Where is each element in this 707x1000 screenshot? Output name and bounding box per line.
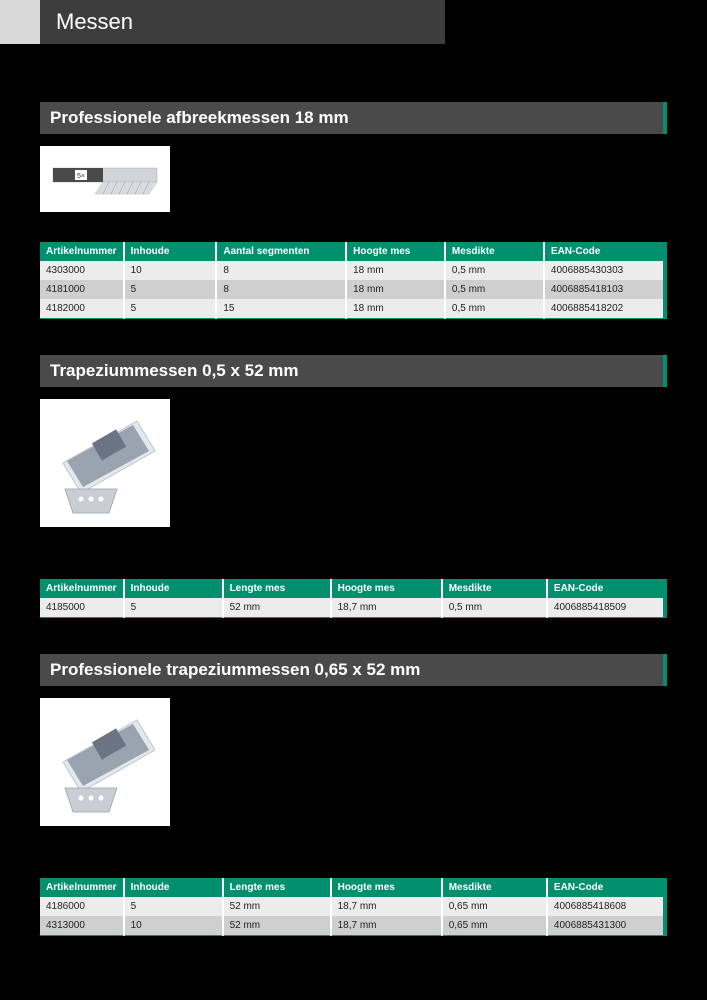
section-prof-trapezium: Professionele trapeziummessen 0,65 x 52 …: [40, 654, 667, 936]
table-cell: 52 mm: [223, 897, 331, 916]
table-cell: 18,7 mm: [331, 916, 442, 936]
table-cell: 0,5 mm: [442, 598, 547, 618]
col-header: Aantal segmenten: [216, 242, 346, 261]
table-cell: 0,65 mm: [442, 897, 547, 916]
table-cell: 4006885430303: [544, 261, 665, 280]
table-cell: 18,7 mm: [331, 598, 442, 618]
col-header: Artikelnummer: [40, 579, 124, 598]
col-header: Artikelnummer: [40, 878, 124, 897]
table-cell: 4006885418103: [544, 280, 665, 299]
table-cell: 4185000: [40, 598, 124, 618]
col-header: EAN-Code: [544, 242, 665, 261]
product-image: [40, 399, 170, 527]
col-header: Lengte mes: [223, 878, 331, 897]
table-cell: 18 mm: [346, 280, 445, 299]
table-cell: 8: [216, 280, 346, 299]
table-cell: 4186000: [40, 897, 124, 916]
col-header: Mesdikte: [445, 242, 544, 261]
product-table: Artikelnummer Inhoude Aantal segmenten H…: [40, 242, 667, 319]
content: Professionele afbreekmessen 18 mm 5× Art…: [0, 102, 707, 936]
col-header: Inhoude: [124, 878, 223, 897]
product-table: Artikelnummer Inhoude Lengte mes Hoogte …: [40, 878, 667, 936]
section-title: Trapeziummessen 0,5 x 52 mm: [40, 355, 667, 387]
table-cell: 4181000: [40, 280, 124, 299]
table-header-row: Artikelnummer Inhoude Lengte mes Hoogte …: [40, 878, 665, 897]
table-cell: 0,5 mm: [445, 261, 544, 280]
product-image: 5×: [40, 146, 170, 212]
col-header: Inhoude: [124, 242, 217, 261]
col-header: Lengte mes: [223, 579, 331, 598]
table-cell: 4313000: [40, 916, 124, 936]
table-header-row: Artikelnummer Inhoude Aantal segmenten H…: [40, 242, 665, 261]
table-cell: 4182000: [40, 299, 124, 319]
table-cell: 4006885418509: [547, 598, 665, 618]
table-row: 418200051518 mm0,5 mm4006885418202: [40, 299, 665, 319]
page-title: Messen: [40, 0, 445, 44]
table-cell: 18 mm: [346, 299, 445, 319]
table-cell: 8: [216, 261, 346, 280]
table-cell: 4006885418202: [544, 299, 665, 319]
table-cell: 10: [124, 261, 217, 280]
table-cell: 4303000: [40, 261, 124, 280]
table-cell: 15: [216, 299, 346, 319]
col-header: EAN-Code: [547, 878, 665, 897]
product-table: Artikelnummer Inhoude Lengte mes Hoogte …: [40, 579, 667, 618]
svg-text:5×: 5×: [77, 173, 85, 180]
table-row: 430300010818 mm0,5 mm4006885430303: [40, 261, 665, 280]
table-cell: 4006885431300: [547, 916, 665, 936]
col-header: Hoogte mes: [331, 579, 442, 598]
snap-blade-icon: 5×: [45, 154, 165, 204]
trapezoid-blade-icon: [45, 702, 165, 822]
tbody-1: 4185000552 mm18,7 mm0,5 mm4006885418509: [40, 598, 665, 618]
section-title: Professionele afbreekmessen 18 mm: [40, 102, 667, 134]
table-cell: 4006885418608: [547, 897, 665, 916]
tbody-2: 4186000552 mm18,7 mm0,65 mm4006885418608…: [40, 897, 665, 936]
table-row: 41810005818 mm0,5 mm4006885418103: [40, 280, 665, 299]
col-header: Artikelnummer: [40, 242, 124, 261]
table-cell: 52 mm: [223, 916, 331, 936]
col-header: Inhoude: [124, 579, 223, 598]
page-title-prefix: [0, 0, 40, 44]
table-cell: 18 mm: [346, 261, 445, 280]
col-header: Mesdikte: [442, 878, 547, 897]
tbody-0: 430300010818 mm0,5 mm4006885430303418100…: [40, 261, 665, 319]
trapezoid-blade-icon: [45, 403, 165, 523]
product-image: [40, 698, 170, 826]
table-cell: 5: [124, 299, 217, 319]
table-row: 4186000552 mm18,7 mm0,65 mm4006885418608: [40, 897, 665, 916]
section-trapezium: Trapeziummessen 0,5 x 52 mm Artikelnumme…: [40, 355, 667, 618]
table-cell: 0,5 mm: [445, 299, 544, 319]
table-cell: 5: [124, 280, 217, 299]
col-header: EAN-Code: [547, 579, 665, 598]
section-afbreekmessen: Professionele afbreekmessen 18 mm 5× Art…: [40, 102, 667, 319]
table-cell: 5: [124, 897, 223, 916]
section-title: Professionele trapeziummessen 0,65 x 52 …: [40, 654, 667, 686]
col-header: Hoogte mes: [331, 878, 442, 897]
table-cell: 0,5 mm: [445, 280, 544, 299]
table-cell: 10: [124, 916, 223, 936]
page-title-bar: Messen: [0, 0, 707, 44]
table-row: 43130001052 mm18,7 mm0,65 mm400688543130…: [40, 916, 665, 936]
table-cell: 5: [124, 598, 223, 618]
col-header: Mesdikte: [442, 579, 547, 598]
table-cell: 0,65 mm: [442, 916, 547, 936]
table-row: 4185000552 mm18,7 mm0,5 mm4006885418509: [40, 598, 665, 618]
table-header-row: Artikelnummer Inhoude Lengte mes Hoogte …: [40, 579, 665, 598]
table-cell: 52 mm: [223, 598, 331, 618]
col-header: Hoogte mes: [346, 242, 445, 261]
table-cell: 18,7 mm: [331, 897, 442, 916]
